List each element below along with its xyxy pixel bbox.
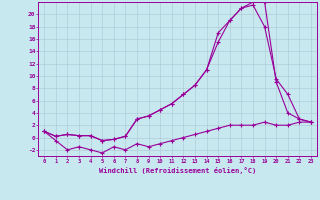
X-axis label: Windchill (Refroidissement éolien,°C): Windchill (Refroidissement éolien,°C): [99, 167, 256, 174]
